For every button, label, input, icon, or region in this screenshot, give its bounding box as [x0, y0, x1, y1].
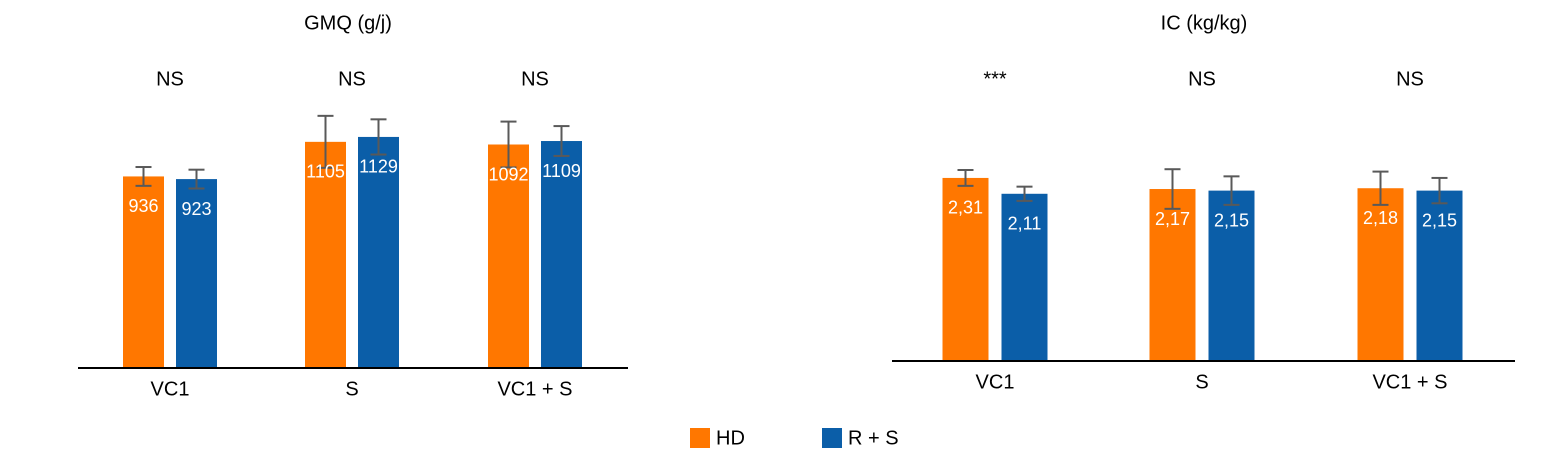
annotation: NS — [156, 68, 184, 90]
value-label: 1092 — [488, 164, 528, 184]
value-label: 1109 — [542, 161, 581, 181]
annotation: NS — [521, 68, 549, 90]
bar — [1001, 193, 1048, 361]
bar — [541, 141, 582, 368]
x-tick-label: VC1 — [151, 378, 190, 400]
annotation: NS — [1188, 68, 1216, 90]
bar — [305, 141, 346, 368]
value-label: 2,18 — [1363, 208, 1398, 228]
chart-title: GMQ (g/j) — [304, 12, 392, 34]
x-tick-label: VC1 + S — [1372, 371, 1447, 393]
value-label: 2,31 — [948, 198, 983, 218]
bar — [1416, 190, 1463, 361]
value-label: 936 — [128, 196, 158, 216]
value-label: 1129 — [359, 157, 398, 177]
chart-title: IC (kg/kg) — [1161, 12, 1248, 34]
annotation: NS — [1396, 68, 1424, 90]
bar — [1357, 188, 1404, 361]
value-label: 2,15 — [1214, 210, 1249, 230]
bar — [176, 179, 217, 368]
bar — [942, 177, 989, 361]
x-tick-label: VC1 + S — [497, 378, 572, 400]
legend-label: HD — [716, 427, 745, 449]
bar — [123, 176, 164, 368]
value-label: 2,15 — [1422, 210, 1457, 230]
legend-label: R + S — [848, 427, 899, 449]
bar — [488, 144, 529, 368]
value-label: 923 — [181, 199, 211, 219]
value-label: 1105 — [306, 162, 345, 182]
x-tick-label: VC1 — [976, 371, 1015, 393]
annotation: *** — [983, 68, 1007, 90]
x-tick-label: S — [1195, 371, 1208, 393]
annotation: NS — [338, 68, 366, 90]
bar — [1149, 189, 1196, 361]
value-label: 2,11 — [1008, 214, 1042, 234]
legend-swatch — [822, 428, 842, 448]
value-label: 2,17 — [1155, 209, 1190, 229]
legend-swatch — [690, 428, 710, 448]
bar — [1208, 190, 1255, 361]
bar — [358, 136, 399, 368]
x-tick-label: S — [345, 378, 358, 400]
